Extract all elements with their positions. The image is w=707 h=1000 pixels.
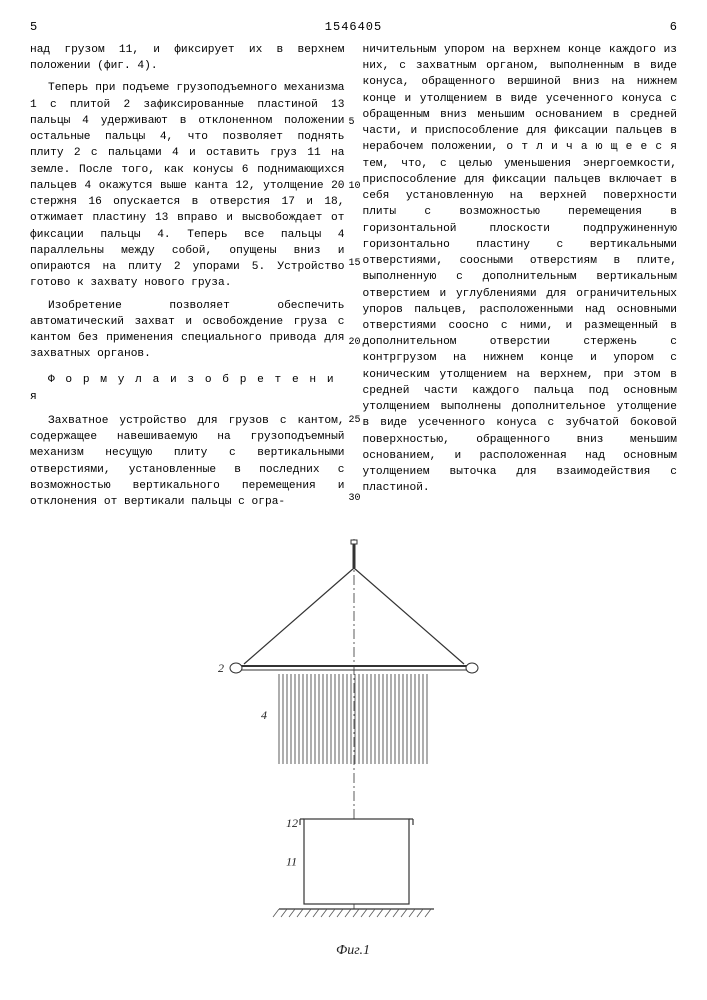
patent-number: 1546405 — [325, 20, 382, 34]
line-mark-25: 25 — [349, 414, 361, 429]
line-mark-5: 5 — [349, 116, 355, 131]
right-para-1: ничительным упором на верхнем конце кажд… — [363, 42, 678, 497]
figure-container: 2 4 12 11 Фиг.1 — [30, 534, 677, 964]
svg-text:2: 2 — [218, 661, 224, 675]
left-column: над грузом 11, и фиксирует их в верхнем … — [30, 42, 345, 516]
left-para-1: над грузом 11, и фиксирует их в верхнем … — [30, 42, 345, 74]
line-mark-30: 30 — [349, 492, 361, 507]
left-para-2: Теперь при подъеме грузоподъемного механ… — [30, 80, 345, 291]
right-column: 5 10 15 20 25 30 ничительным упором на в… — [363, 42, 678, 516]
left-para-3: Изобретение позволяет обеспечить автомат… — [30, 298, 345, 363]
page-number-left: 5 — [30, 20, 37, 34]
svg-text:Фиг.1: Фиг.1 — [336, 943, 370, 958]
line-mark-15: 15 — [349, 257, 361, 272]
formula-title: Ф о р м у л а и з о б р е т е н и я — [30, 372, 345, 404]
page-number-right: 6 — [670, 20, 677, 34]
figure-1-svg: 2 4 12 11 Фиг.1 — [184, 534, 524, 964]
svg-text:4: 4 — [261, 708, 267, 722]
svg-text:12: 12 — [286, 816, 298, 830]
text-columns: над грузом 11, и фиксирует их в верхнем … — [30, 42, 677, 516]
line-mark-10: 10 — [349, 180, 361, 195]
svg-text:11: 11 — [286, 855, 297, 869]
left-para-4: Захватное устройство для грузов с кантом… — [30, 413, 345, 510]
line-mark-20: 20 — [349, 336, 361, 351]
